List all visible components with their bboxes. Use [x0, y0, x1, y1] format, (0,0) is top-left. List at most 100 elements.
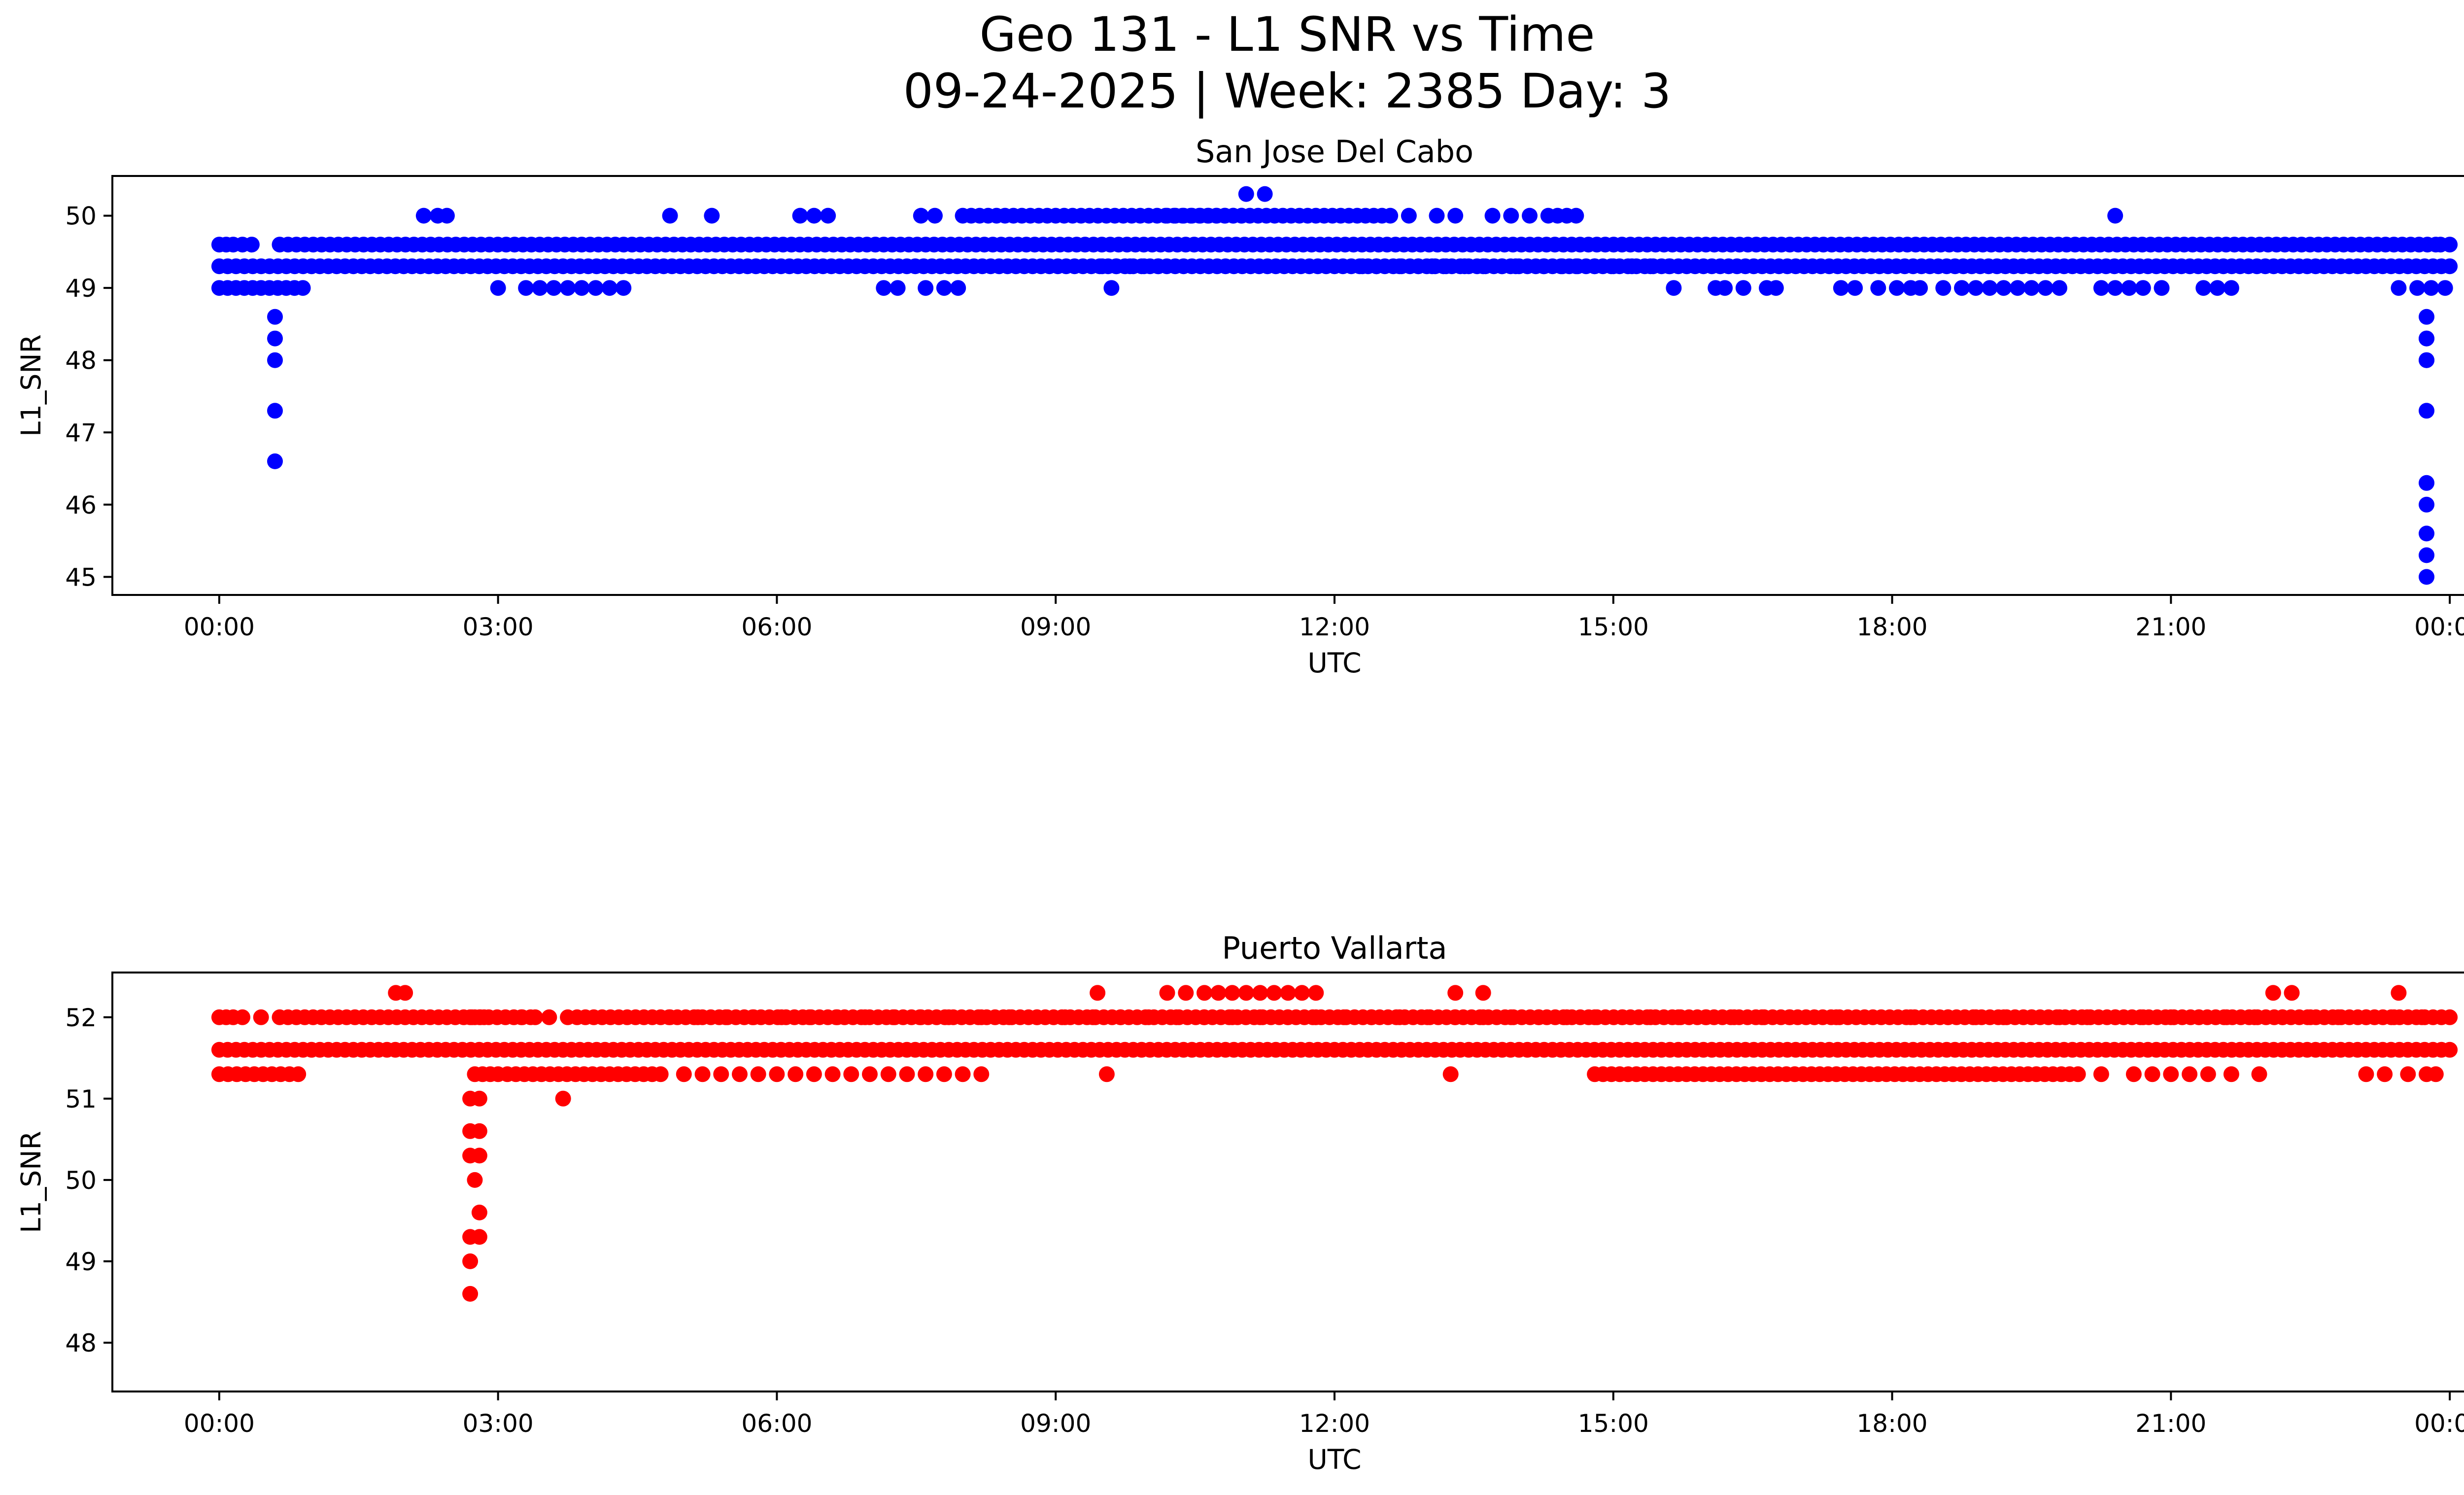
data-point [732, 1066, 748, 1082]
data-point [1870, 280, 1886, 296]
data-point [1768, 280, 1784, 296]
y-tick-label: 46 [65, 491, 97, 520]
data-point [1266, 985, 1282, 1001]
x-tick-label: 03:00 [463, 613, 534, 641]
x-tick-label: 06:00 [741, 613, 812, 641]
data-point [1438, 258, 1454, 275]
data-point [713, 1066, 729, 1082]
data-point [2419, 309, 2434, 325]
data-point [2154, 280, 2170, 296]
data-point [2093, 1066, 2109, 1082]
y-tick-label: 51 [65, 1085, 97, 1113]
data-point [2419, 403, 2434, 419]
data-point [243, 237, 260, 253]
data-point [1643, 258, 1659, 275]
data-point [2247, 1009, 2263, 1025]
data-point [513, 1009, 529, 1025]
data-point [2163, 1066, 2179, 1082]
data-point [1252, 1009, 1268, 1025]
data-point [2442, 237, 2458, 253]
data-point [471, 1229, 487, 1245]
data-point [1559, 1009, 1575, 1025]
axes: 00:00 03:00 06:00 09:00 12:00 15:00 18:00 21:00… [65, 972, 2464, 1438]
data-point [2251, 1066, 2267, 1082]
data-point [1968, 1009, 1984, 1025]
data-point [2107, 1009, 2123, 1025]
data-point [415, 208, 432, 224]
data-point [1605, 258, 1621, 275]
data-point [1364, 1009, 1380, 1025]
y-tick-label: 48 [65, 1329, 97, 1357]
data-point [1308, 1009, 1324, 1025]
data-point [2414, 1009, 2430, 1025]
data-point [527, 1009, 544, 1025]
data-point [857, 1009, 873, 1025]
data-point [2135, 1009, 2151, 1025]
chart-title: San Jose Del Cabo [1196, 134, 1473, 170]
data-point [890, 280, 906, 296]
x-tick-label: 00:00 [2414, 1409, 2464, 1438]
data-point [471, 1090, 487, 1107]
data-point [2400, 1066, 2416, 1082]
data-point [1666, 280, 1682, 296]
data-point [1224, 1009, 1240, 1025]
chart-san-jose-del-cabo: 00:00 03:00 06:00 09:00 12:00 15:00 18:00 21:00… [15, 134, 2464, 679]
data-point [913, 208, 929, 224]
plot-frame [111, 972, 2464, 1392]
x-tick-label: 12:00 [1299, 1409, 1370, 1438]
data-point [1136, 258, 1152, 275]
data-point [1717, 280, 1733, 296]
data-point [1057, 1009, 1073, 1025]
data-point [1294, 985, 1310, 1001]
data-point [541, 1009, 557, 1025]
data-point [1536, 258, 1552, 275]
y-tick-label: 50 [65, 1166, 97, 1195]
data-point [2419, 330, 2434, 347]
x-tick-label: 00:00 [2414, 613, 2464, 641]
data-point [1140, 1009, 1157, 1025]
data-point [1168, 1009, 1185, 1025]
data-point [532, 280, 548, 296]
data-point [806, 1066, 822, 1082]
data-point [829, 1009, 845, 1025]
data-point [2223, 280, 2239, 296]
data-point [1554, 258, 1571, 275]
data-point [267, 453, 283, 469]
x-tick-label: 18:00 [1857, 1409, 1928, 1438]
y-tick-label: 45 [65, 563, 97, 591]
figure-title-line2: 09-24-2025 | Week: 2385 Day: 3 [903, 64, 1672, 119]
data-point [880, 1066, 896, 1082]
data-point [2209, 280, 2225, 296]
data-point [2052, 1009, 2067, 1025]
data-point [792, 208, 808, 224]
data-point [876, 280, 892, 296]
data-point [2442, 258, 2458, 275]
data-point [1912, 280, 1928, 296]
data-point [820, 208, 836, 224]
data-point [467, 1172, 483, 1188]
data-point [918, 1066, 934, 1082]
data-point [2419, 525, 2434, 542]
data-point [746, 1009, 762, 1025]
data-point [490, 280, 506, 296]
data-point [1940, 1009, 1956, 1025]
data-point [397, 985, 413, 1001]
data-point [2182, 1066, 2198, 1082]
data-point [773, 1009, 789, 1025]
data-point [2052, 280, 2067, 296]
scatter-marks [211, 186, 2458, 585]
x-axis-label: UTC [1307, 1444, 1361, 1475]
data-point [913, 1009, 929, 1025]
data-point [462, 1286, 479, 1302]
chart-title: Puerto Vallarta [1222, 930, 1447, 966]
x-tick-label: 21:00 [2135, 1409, 2206, 1438]
data-point [2391, 280, 2407, 296]
data-point [1670, 1009, 1686, 1025]
data-point [1833, 280, 1849, 296]
data-point [1085, 1009, 1101, 1025]
data-point [1280, 985, 1296, 1001]
data-point [1447, 208, 1464, 224]
data-point [662, 208, 678, 224]
data-point [2107, 208, 2123, 224]
data-point [927, 208, 943, 224]
